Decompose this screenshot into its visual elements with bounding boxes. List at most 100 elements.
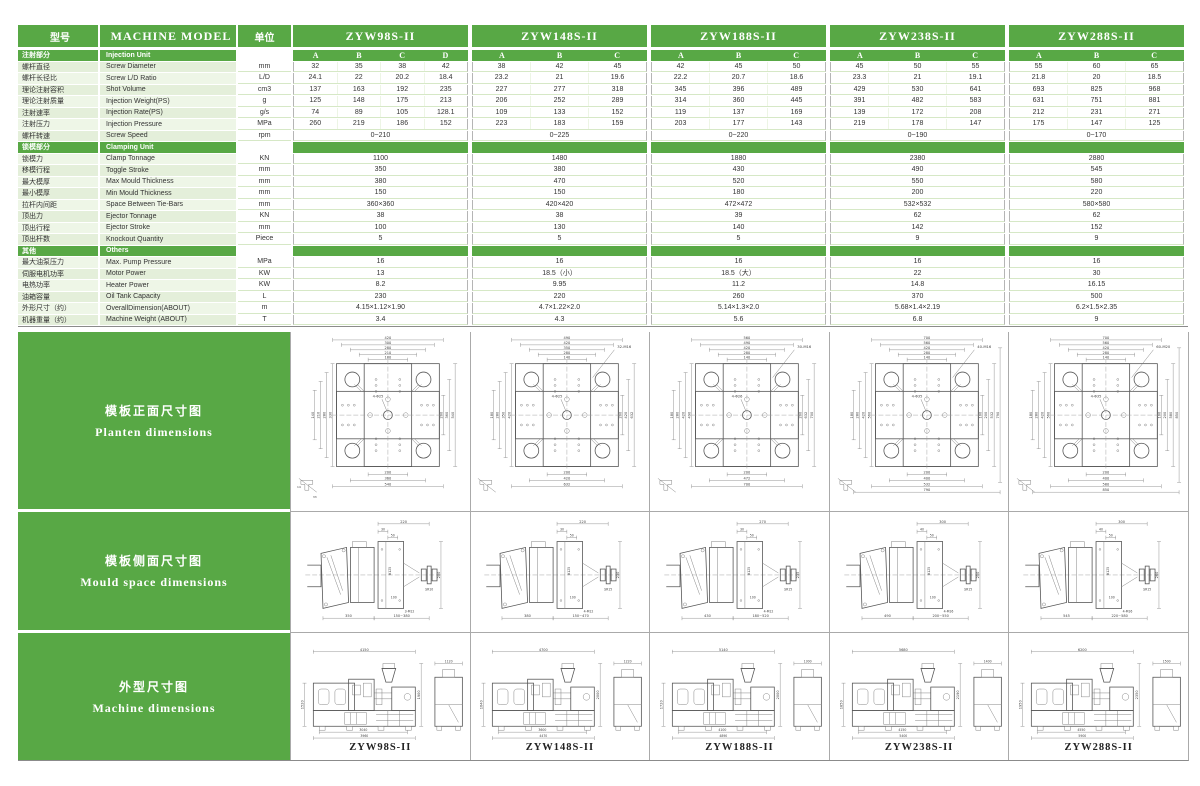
- svg-text:300: 300: [939, 519, 946, 523]
- value-cell: 18.4: [423, 73, 468, 83]
- svg-text:SR10: SR10: [425, 587, 433, 591]
- row-label-cn: 螺杆长径比: [18, 73, 98, 84]
- value-cell: 5.68×1.4×2.19: [894, 304, 941, 312]
- row-unit: T: [238, 314, 291, 325]
- svg-text:150~380: 150~380: [393, 614, 409, 618]
- value-cell: 42: [676, 62, 685, 70]
- row-label-en: Knockout Quantity: [100, 234, 236, 245]
- value-cell: 45: [588, 61, 646, 71]
- value-group: 345 396 489: [651, 84, 826, 95]
- value-cell: 4.15×1.12×1.90: [355, 304, 406, 312]
- value-group: 24.1 22 20.2 18.4: [293, 73, 468, 84]
- svg-text:14: 14: [297, 485, 301, 489]
- section-label-en: Clamping Unit: [100, 142, 236, 153]
- svg-text:1220: 1220: [624, 660, 632, 664]
- mould-space-diagram: 270 30 50 235 430 180~520 Φ125 SR15 4-M12 100: [664, 519, 802, 620]
- svg-text:280: 280: [496, 410, 500, 418]
- value-cell: 172: [888, 107, 946, 117]
- value-group: 360×360: [293, 199, 468, 210]
- row-label-cn: 拉杆内间距: [18, 199, 98, 210]
- value-group: 45 50 55: [830, 61, 1005, 72]
- svg-text:700: 700: [1103, 335, 1111, 339]
- svg-text:490: 490: [688, 410, 692, 418]
- svg-text:3040: 3040: [359, 728, 367, 732]
- spec-row: 油箱容量 Oil Tank Capacity L 230 220 260 370 500: [18, 291, 1188, 302]
- svg-text:360: 360: [445, 410, 449, 418]
- value-cell: 42: [423, 61, 468, 71]
- value-group: 520: [651, 176, 826, 187]
- value-group: 260: [651, 291, 826, 302]
- value-cell: 128.1: [423, 107, 468, 117]
- value-cell: 147: [1067, 119, 1125, 129]
- value-group: 4.3: [472, 314, 647, 325]
- value-cell: 5: [378, 235, 383, 243]
- value-cell: 9: [1094, 235, 1099, 243]
- value-cell: 105: [380, 107, 424, 117]
- svg-text:632: 632: [631, 411, 635, 418]
- value-cell: 16: [555, 258, 564, 266]
- svg-text:180: 180: [1029, 410, 1033, 418]
- value-cell: 360: [709, 96, 767, 106]
- platen-diagram-cell: 700 560 420 280 140 200 400 580 850 560 420 280 180 1…: [1008, 332, 1188, 512]
- spec-row: 注射压力 Injection Pressure MPa 260 219 186 152 2…: [18, 119, 1188, 130]
- value-group: 130: [472, 222, 647, 233]
- section-bar: [293, 142, 468, 153]
- svg-text:400: 400: [1103, 476, 1111, 480]
- value-group: 391 482 583: [830, 96, 1005, 107]
- value-group: 370: [830, 291, 1005, 302]
- value-group: 260 219 186 152: [293, 119, 468, 130]
- value-cell: 74: [311, 108, 320, 116]
- value-cell: 212: [1032, 108, 1045, 116]
- value-cell: 18.5（大）: [721, 270, 756, 278]
- spec-row: 锁模力 Clamp Tonnage KN 1100 1480 1880 2380 2880: [18, 153, 1188, 164]
- section-label-en: Injection Unit: [100, 50, 236, 61]
- value-cell: 20.7: [709, 73, 767, 83]
- svg-text:4-Φ35: 4-Φ35: [911, 394, 922, 398]
- value-cell: 16: [1092, 258, 1101, 266]
- value-group: 8.2: [293, 280, 468, 291]
- section-bar: A B C D: [293, 50, 468, 61]
- model-header: ZYW288S-II: [1009, 25, 1184, 47]
- value-cell: 208: [946, 107, 1004, 117]
- row-label-cn: 理论注射容积: [18, 84, 98, 95]
- svg-text:350: 350: [345, 614, 352, 618]
- value-cell: 641: [946, 84, 1004, 94]
- svg-text:1300: 1300: [804, 660, 812, 664]
- svg-text:280: 280: [923, 350, 931, 354]
- svg-text:4150: 4150: [360, 648, 369, 652]
- machine-diagram-cell: 4150 1520 1900 3040 3960 1120 ZYW98S-II: [290, 633, 470, 760]
- svg-text:430: 430: [704, 614, 711, 618]
- value-cell: 231: [1067, 107, 1125, 117]
- svg-text:3960: 3960: [360, 734, 368, 738]
- subcol-letter: C: [793, 50, 800, 60]
- value-group: 4.15×1.12×1.90: [293, 303, 468, 314]
- svg-text:420: 420: [508, 410, 512, 418]
- row-unit: KW: [238, 280, 291, 291]
- value-group: 16.15: [1009, 280, 1184, 291]
- svg-text:545: 545: [1063, 614, 1070, 618]
- spec-row: 注射速率 Injection Rate(PS) g/s 74 89 105 128.1 1…: [18, 107, 1188, 118]
- svg-text:210: 210: [384, 350, 392, 354]
- row-label-en: Machine Weight (ABOUT): [100, 314, 236, 325]
- svg-text:1400: 1400: [983, 660, 991, 664]
- platen-diagram-cell: 420 300 280 210 180 200 360 540 330 280 210 140 200 3…: [290, 332, 470, 512]
- svg-text:4550: 4550: [1078, 728, 1086, 732]
- value-group: 150: [293, 188, 468, 199]
- svg-text:200: 200: [564, 470, 572, 474]
- svg-text:40: 40: [920, 527, 924, 531]
- subcol-letter: C: [972, 50, 979, 60]
- svg-text:850: 850: [1103, 488, 1111, 492]
- subcol-letter: A: [856, 50, 863, 60]
- value-cell: 693: [1032, 85, 1045, 93]
- value-cell: 24.1: [308, 74, 323, 82]
- svg-text:30: 30: [740, 527, 744, 531]
- machine-diagram-cell: 5680 1850 2190 4150 5400 1400 ZYW238S-II: [828, 633, 1009, 760]
- svg-text:33: 33: [313, 495, 317, 499]
- value-cell: 152: [1090, 223, 1103, 231]
- value-cell: 21: [888, 73, 946, 83]
- value-cell: 89: [336, 107, 381, 117]
- svg-text:700: 700: [810, 410, 814, 418]
- value-group: 430: [651, 165, 826, 176]
